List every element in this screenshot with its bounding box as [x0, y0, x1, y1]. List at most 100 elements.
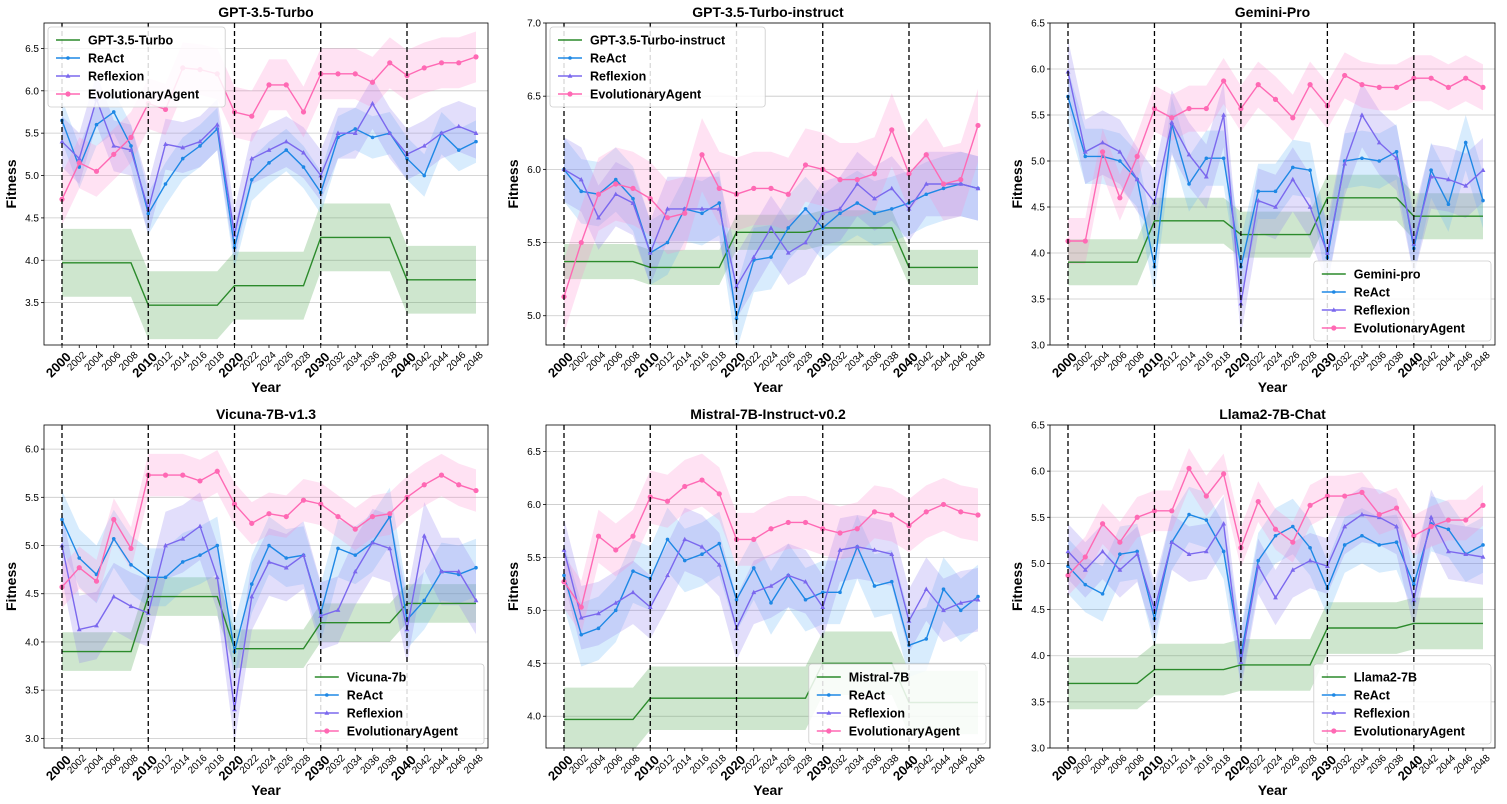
point-react	[215, 543, 220, 548]
x-tick-label: 2048	[462, 350, 486, 374]
point-evo	[335, 513, 341, 520]
point-evo	[940, 501, 947, 508]
point-react	[1377, 543, 1382, 547]
point-react	[301, 165, 306, 169]
point-reflexion	[751, 589, 757, 595]
point-evo	[1359, 82, 1365, 88]
point-reflexion	[1221, 521, 1227, 526]
point-evo	[699, 477, 705, 483]
point-evo	[802, 162, 809, 168]
point-reflexion	[387, 130, 393, 135]
band-react	[564, 507, 978, 677]
point-react	[1135, 549, 1139, 554]
point-evo	[473, 487, 479, 494]
y-tick-label: 4.5	[1031, 605, 1045, 616]
point-react	[889, 579, 894, 584]
point-reflexion	[180, 536, 186, 541]
point-evo	[387, 511, 393, 517]
y-tick-label: 5.5	[527, 238, 541, 249]
band-reflexion	[1068, 39, 1483, 336]
point-evo	[456, 482, 462, 488]
y-tick-label: 4.5	[1031, 203, 1045, 214]
point-react	[579, 189, 584, 194]
point-evo	[630, 533, 636, 539]
point-reflexion	[820, 210, 826, 216]
band-reflexion	[62, 73, 476, 261]
point-reflexion	[854, 181, 860, 186]
legend-label: Reflexion	[347, 707, 403, 721]
point-evo	[1099, 149, 1106, 155]
point-evo	[1428, 75, 1434, 81]
legend-label: EvolutionaryAgent	[590, 88, 702, 102]
legend: GPT-3.5-Turbo ReAct Reflexion EvolutionaryA…	[47, 26, 226, 108]
y-tick-label: 4.5	[25, 213, 39, 224]
point-react	[1204, 518, 1209, 522]
point-reflexion	[1100, 140, 1105, 145]
band-react	[62, 487, 476, 681]
point-react	[336, 546, 340, 551]
point-reflexion	[923, 181, 929, 186]
point-reflexion	[734, 283, 739, 289]
point-react	[1221, 156, 1226, 161]
point-evo	[128, 134, 134, 140]
point-reflexion	[716, 562, 722, 567]
point-evo	[1307, 82, 1313, 88]
point-reflexion	[456, 568, 462, 574]
legend-box	[549, 26, 766, 108]
point-react	[198, 144, 202, 148]
point-react	[1083, 582, 1088, 587]
x-axis-label: Year	[251, 379, 281, 395]
point-react	[734, 316, 739, 321]
legend: Mistral-7B ReAct Reflexion EvolutionaryAgen…	[808, 663, 987, 745]
point-react	[163, 182, 168, 186]
point-react	[941, 587, 946, 591]
point-evo	[613, 547, 619, 553]
point-reflexion	[630, 200, 636, 205]
panel-3: 3.03.54.04.55.05.56.06.52000200220042006…	[1009, 4, 1496, 395]
point-evo	[1255, 82, 1261, 88]
point-evo	[923, 509, 929, 515]
y-tick-label: 6.5	[527, 92, 541, 103]
point-reflexion	[665, 206, 670, 211]
legend-marker	[567, 91, 573, 97]
point-evo	[1117, 539, 1123, 545]
point-react	[1083, 154, 1088, 159]
point-reflexion	[578, 177, 584, 182]
point-evo	[716, 185, 722, 191]
point-reflexion	[872, 196, 877, 201]
point-react	[1481, 198, 1485, 203]
point-evo	[871, 509, 878, 515]
point-reflexion	[647, 250, 653, 255]
point-react	[370, 135, 375, 140]
point-react	[353, 127, 358, 131]
y-tick-label: 5.0	[25, 541, 39, 552]
point-react	[872, 584, 877, 588]
point-react	[267, 161, 271, 165]
point-evo	[975, 512, 981, 518]
y-tick-label: 4.5	[25, 589, 39, 600]
point-evo	[249, 113, 255, 119]
point-reflexion	[163, 141, 168, 146]
point-reflexion	[1169, 119, 1175, 125]
point-evo	[369, 79, 376, 85]
point-react	[111, 536, 116, 541]
y-tick-label: 6.0	[1031, 467, 1045, 478]
point-reflexion	[456, 123, 462, 129]
point-reflexion	[1100, 548, 1105, 554]
y-tick-label: 6.5	[1031, 421, 1045, 432]
y-tick-label: 3.5	[1031, 697, 1045, 708]
legend-marker	[1332, 290, 1336, 294]
point-react	[1360, 533, 1364, 538]
legend-box	[808, 663, 987, 745]
point-evo	[1342, 493, 1348, 499]
point-evo	[1238, 105, 1244, 112]
legend-box	[1313, 663, 1492, 745]
x-tick-label: 2048	[964, 350, 988, 374]
point-evo	[1082, 554, 1088, 560]
point-evo	[1272, 96, 1279, 102]
y-tick-label: 5.5	[1031, 513, 1045, 524]
legend: Vicuna-7b ReAct Reflexion EvolutionaryAgent	[306, 663, 485, 745]
point-reflexion	[1134, 176, 1140, 182]
point-evo	[111, 151, 117, 157]
band-evo	[62, 450, 476, 609]
